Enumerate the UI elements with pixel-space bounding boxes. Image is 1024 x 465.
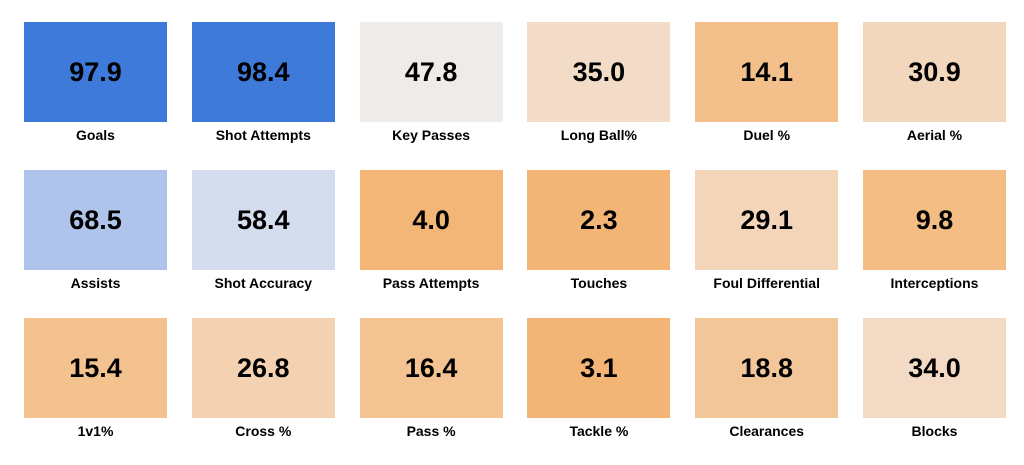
metric-value-box: 98.4 xyxy=(191,22,335,122)
metric-label: Foul Differential xyxy=(713,275,820,291)
metric-tile: 4.0 Pass Attempts xyxy=(359,170,503,292)
metric-value-box: 3.1 xyxy=(527,318,671,418)
metric-value-box: 16.4 xyxy=(359,318,503,418)
metric-tile: 30.9 Aerial % xyxy=(862,22,1006,144)
metric-value: 18.8 xyxy=(740,352,793,383)
metric-value: 2.3 xyxy=(580,204,618,235)
metric-label: Interceptions xyxy=(890,275,979,291)
metric-label: Aerial % xyxy=(906,127,963,143)
metric-value: 26.8 xyxy=(237,352,290,383)
metric-value: 97.9 xyxy=(69,56,122,87)
metric-tile: 97.9 Goals xyxy=(24,22,167,144)
metric-tile: 3.1 Tackle % xyxy=(527,318,671,440)
metric-value-box: 30.9 xyxy=(862,22,1006,122)
metric-label: Tackle % xyxy=(569,423,629,439)
metric-value-box: 29.1 xyxy=(695,170,839,270)
metric-value: 30.9 xyxy=(908,56,961,87)
metric-value: 34.0 xyxy=(908,352,961,383)
metric-tile: 9.8 Interceptions xyxy=(862,170,1006,292)
metric-value-box: 15.4 xyxy=(24,318,167,418)
metric-tile: 18.8 Clearances xyxy=(695,318,839,440)
percentile-tile-grid: 97.9 Goals 98.4 Shot Attempts 47.8 Key Passes… xyxy=(24,22,1006,440)
metric-label: Pass Attempts xyxy=(382,275,480,291)
metric-tile: 15.4 1v1% xyxy=(24,318,167,440)
metric-value: 35.0 xyxy=(572,56,626,87)
metric-value: 58.4 xyxy=(237,204,290,235)
metric-tile: 34.0 Blocks xyxy=(862,318,1006,440)
metric-label: Pass % xyxy=(406,423,456,439)
metric-value: 29.1 xyxy=(740,204,793,235)
metric-value: 47.8 xyxy=(404,56,458,87)
metric-tile: 68.5 Assists xyxy=(24,170,167,292)
metric-value-box: 68.5 xyxy=(24,170,167,270)
metric-label: Cross % xyxy=(235,423,292,439)
metric-tile: 2.3 Touches xyxy=(527,170,671,292)
metric-label: Clearances xyxy=(729,423,805,439)
metric-value: 14.1 xyxy=(740,56,793,87)
metric-value: 15.4 xyxy=(69,352,122,383)
metric-tile: 58.4 Shot Accuracy xyxy=(191,170,335,292)
metric-value-box: 47.8 xyxy=(359,22,503,122)
metric-value-box: 26.8 xyxy=(191,318,335,418)
metric-value: 3.1 xyxy=(580,352,618,383)
metric-value-box: 9.8 xyxy=(862,170,1006,270)
metric-tile: 29.1 Foul Differential xyxy=(695,170,839,292)
metric-value-box: 2.3 xyxy=(527,170,671,270)
metric-value: 4.0 xyxy=(412,204,450,235)
metric-label: Duel % xyxy=(743,127,791,143)
metric-label: Key Passes xyxy=(392,127,471,143)
metric-value: 98.4 xyxy=(237,56,290,87)
metric-label: Long Ball% xyxy=(560,127,637,143)
metric-value-box: 97.9 xyxy=(24,22,167,122)
metric-value-box: 58.4 xyxy=(191,170,335,270)
metric-value-box: 14.1 xyxy=(695,22,839,122)
metric-label: Shot Attempts xyxy=(215,127,311,143)
metric-value: 68.5 xyxy=(69,204,122,235)
metric-tile: 35.0 Long Ball% xyxy=(527,22,671,144)
metric-tile: 26.8 Cross % xyxy=(191,318,335,440)
metric-value-box: 4.0 xyxy=(359,170,503,270)
metric-value-box: 34.0 xyxy=(862,318,1006,418)
metric-label: Shot Accuracy xyxy=(214,275,313,291)
metric-value: 9.8 xyxy=(915,204,954,235)
metric-tile: 98.4 Shot Attempts xyxy=(191,22,335,144)
metric-label: Assists xyxy=(70,275,121,291)
metric-value: 16.4 xyxy=(404,352,458,383)
metric-label: Touches xyxy=(570,275,628,291)
metric-tile: 16.4 Pass % xyxy=(359,318,503,440)
metric-tile: 47.8 Key Passes xyxy=(359,22,503,144)
metric-value-box: 35.0 xyxy=(527,22,671,122)
metric-tile: 14.1 Duel % xyxy=(695,22,839,144)
metric-label: Blocks xyxy=(911,423,958,439)
metric-value-box: 18.8 xyxy=(695,318,839,418)
metric-label: 1v1% xyxy=(77,423,114,439)
metric-label: Goals xyxy=(76,127,115,143)
